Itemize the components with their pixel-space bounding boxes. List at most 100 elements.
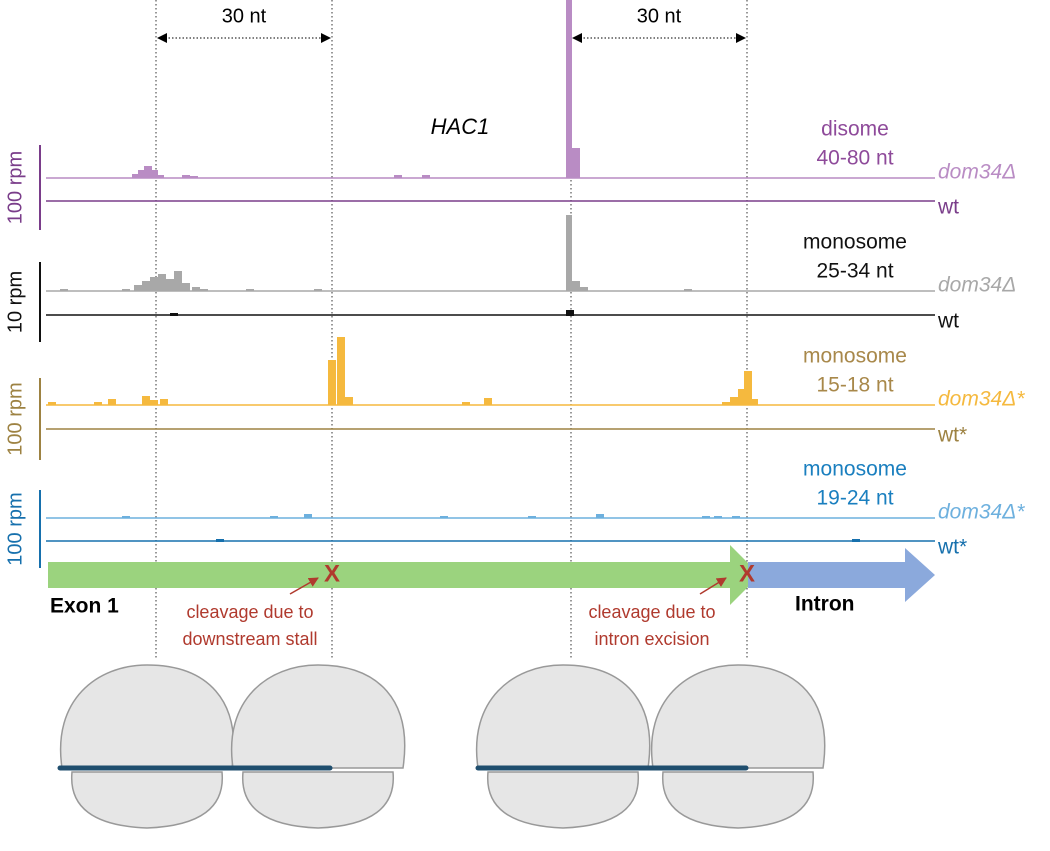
coverage-bar	[750, 399, 758, 405]
coverage-bar	[702, 516, 710, 518]
coverage-bar	[328, 360, 336, 405]
track: disome 40-80 nt dom34Δ wt 100 rpm	[4, 0, 1016, 230]
cleavage-mark: X	[324, 560, 340, 587]
read-length: 40-80 nt	[816, 147, 893, 170]
cleavage-pointer	[289, 577, 319, 595]
ribosome-small-subunit	[487, 771, 639, 829]
cleavage-pointer	[699, 577, 727, 595]
coverage-bar	[144, 166, 152, 178]
coverage-bar	[714, 516, 722, 518]
exon-label: Exon 1	[50, 595, 119, 618]
read-type: monosome	[803, 458, 907, 481]
coverage-bar	[440, 516, 448, 518]
scale-label: 100 rpm	[4, 151, 26, 224]
coverage-bar	[314, 289, 322, 291]
read-type: monosome	[803, 231, 907, 254]
coverage-bar	[150, 400, 158, 405]
coverage-bar	[270, 516, 278, 518]
mutant-label: dom34Δ*	[938, 388, 1025, 411]
cleavage-note: intron excision	[594, 629, 709, 649]
mutant-label: dom34Δ	[938, 161, 1016, 184]
coverage-bar	[174, 271, 182, 291]
coverage-bar	[150, 277, 158, 291]
gene-name: HAC1	[431, 114, 490, 139]
wt-label: wt	[937, 310, 959, 333]
read-length: 19-24 nt	[816, 487, 893, 510]
coverage-bar	[566, 0, 572, 178]
coverage-bar	[572, 148, 580, 178]
ribosome-large-subunit	[230, 664, 406, 769]
spacing-label: 30 nt	[637, 5, 682, 27]
cleavage-note: downstream stall	[182, 629, 317, 649]
coverage-bar	[122, 289, 130, 291]
coverage-bar	[744, 371, 752, 405]
coverage-bar	[580, 287, 588, 291]
coverage-bar	[182, 175, 190, 178]
track: monosome 19-24 nt dom34Δ* wt* 100 rpm	[4, 458, 1025, 568]
ribosome-small-subunit	[662, 771, 814, 829]
exon-arrow	[48, 545, 760, 605]
coverage-bar	[94, 402, 102, 405]
coverage-bar	[572, 281, 580, 291]
coverage-bar	[108, 399, 116, 405]
mutant-label: dom34Δ*	[938, 501, 1025, 524]
coverage-bar	[60, 289, 68, 291]
coverage-bar	[142, 396, 150, 405]
wt-label: wt	[937, 196, 959, 219]
cleavage-mark: X	[739, 560, 755, 587]
read-type: monosome	[803, 345, 907, 368]
coverage-bar	[337, 337, 345, 405]
scale-label: 100 rpm	[4, 492, 26, 565]
scale-label: 100 rpm	[4, 382, 26, 455]
read-type: disome	[821, 118, 889, 141]
coverage-bar	[730, 397, 738, 405]
coverage-bar	[684, 289, 692, 291]
coverage-bar	[200, 289, 208, 291]
coverage-bar	[528, 516, 536, 518]
coverage-bar	[246, 289, 254, 291]
scale-label: 10 rpm	[4, 271, 26, 333]
coverage-bar	[190, 176, 198, 178]
intron-arrow	[748, 548, 935, 602]
cleavage-note: cleavage due to	[588, 602, 715, 622]
coverage-bar	[166, 279, 174, 291]
ribosome-large-subunit	[475, 664, 651, 769]
coverage-bar	[182, 283, 190, 291]
coverage-bar	[566, 310, 574, 316]
coverage-bar	[722, 402, 730, 405]
wt-label: wt*	[937, 424, 967, 447]
coverage-bar	[156, 175, 164, 178]
coverage-bar	[150, 170, 158, 178]
coverage-bar	[138, 170, 146, 178]
coverage-bar	[134, 285, 142, 291]
ribosome-large-subunit	[59, 664, 235, 769]
read-length: 25-34 nt	[816, 260, 893, 283]
coverage-bar	[122, 516, 130, 518]
mutant-label: dom34Δ	[938, 274, 1016, 297]
coverage-bar	[462, 402, 470, 405]
coverage-bar	[394, 175, 402, 178]
coverage-bar	[484, 398, 492, 405]
coverage-bar	[566, 215, 572, 291]
cleavage-note: cleavage due to	[186, 602, 313, 622]
wt-label: wt*	[937, 536, 967, 559]
coverage-bar	[48, 402, 56, 405]
coverage-bar	[732, 516, 740, 518]
coverage-bar	[304, 514, 312, 518]
coverage-bar	[192, 287, 200, 291]
coverage-bar	[422, 175, 430, 178]
intron-label: Intron	[795, 593, 854, 616]
read-length: 15-18 nt	[816, 374, 893, 397]
coverage-bar	[345, 397, 353, 405]
ribosome-small-subunit	[242, 771, 394, 829]
ribosome-large-subunit	[650, 664, 826, 769]
spacing-label: 30 nt	[222, 5, 267, 27]
coverage-bar	[160, 399, 168, 405]
ribosome-small-subunit	[71, 771, 223, 829]
track: monosome 25-34 nt dom34Δ wt 10 rpm	[4, 215, 1016, 342]
coverage-bar	[158, 274, 166, 291]
coverage-bar	[596, 514, 604, 518]
track: monosome 15-18 nt dom34Δ* wt* 100 rpm	[4, 337, 1025, 460]
coverage-bar	[738, 389, 746, 405]
